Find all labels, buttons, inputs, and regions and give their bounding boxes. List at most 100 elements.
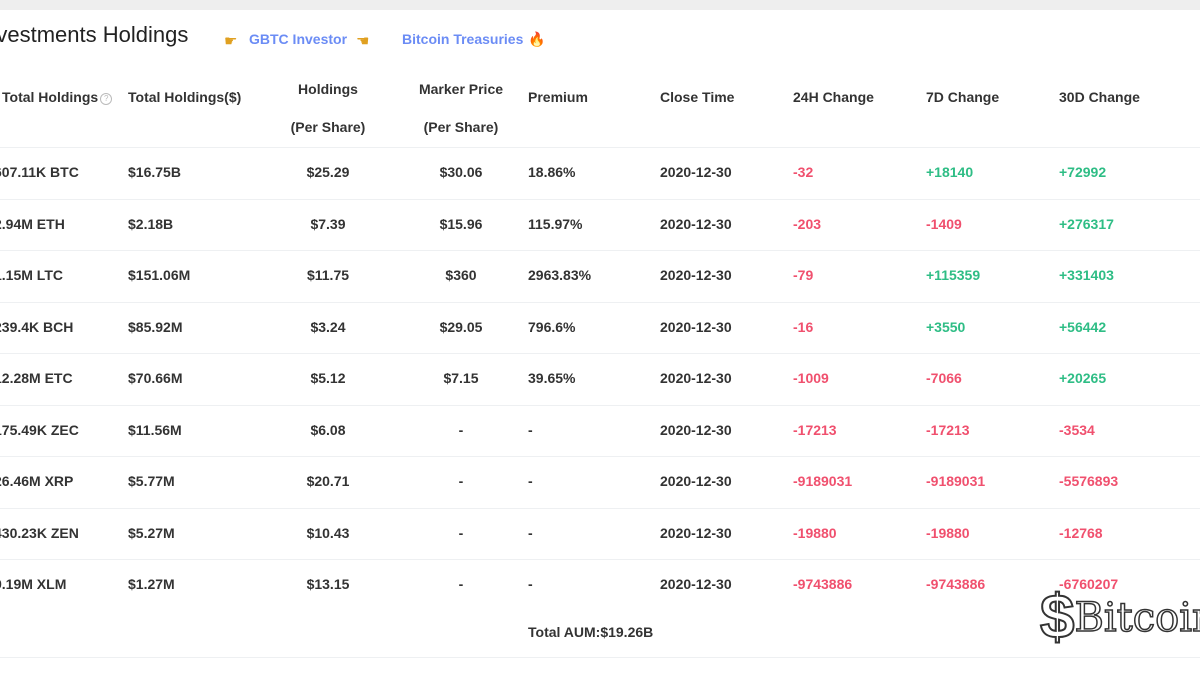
header-total-holdings[interactable]: Total Holdings? <box>2 89 113 105</box>
price-cell: - <box>458 421 464 438</box>
per-share-cell: $10.43 <box>306 524 350 541</box>
usd-cell: $70.66M <box>128 370 183 386</box>
change-30d-cell: -12768 <box>1059 524 1103 541</box>
header-close-time: Close Time <box>660 89 735 105</box>
per-share-cell: $13.15 <box>306 576 350 592</box>
usd-cell: $5.77M <box>128 473 175 489</box>
change-7d-cell: -19880 <box>926 524 970 541</box>
info-icon[interactable]: ? <box>100 93 113 105</box>
usd-cell: $16.75B <box>128 164 181 180</box>
total-aum: Total AUM:$19.26B <box>528 624 654 640</box>
change-30d-cell: +20265 <box>1059 370 1107 386</box>
change-7d-cell: -7066 <box>926 370 962 386</box>
change-7d-cell: -9189031 <box>926 473 986 489</box>
fire-icon: 🔥 <box>528 31 546 47</box>
close-time-cell: 2020-12-30 <box>660 267 732 283</box>
close-time-cell: 2020-12-30 <box>660 318 732 335</box>
header-label: Total Holdings <box>2 89 99 105</box>
change-24h-cell: -79 <box>793 267 814 283</box>
change-30d-cell: +276317 <box>1059 215 1114 232</box>
close-time-cell: 2020-12-30 <box>660 421 732 438</box>
per-share-cell: $6.08 <box>310 421 346 438</box>
change-30d-cell: -6760207 <box>1059 576 1119 592</box>
header-24h-change: 24H Change <box>793 89 874 105</box>
price-cell: $15.96 <box>439 215 483 232</box>
page-title: Investments Holdings <box>0 22 189 47</box>
premium-cell: - <box>528 524 533 541</box>
header-total-holdings-usd: Total Holdings($) <box>128 89 242 105</box>
header-market-price: Marker Price (Per Share) <box>391 70 531 146</box>
change-24h-cell: -19880 <box>793 524 837 541</box>
usd-cell: $5.27M <box>128 524 175 541</box>
header-label: (Per Share) <box>290 119 366 135</box>
close-time-cell: 2020-12-30 <box>660 370 732 386</box>
premium-cell: - <box>528 473 533 489</box>
change-24h-cell: -9743886 <box>793 576 853 592</box>
usd-cell: $11.56M <box>128 421 182 438</box>
holdings-cell: 2.94M ETH <box>0 215 65 232</box>
premium-cell: 796.6% <box>528 318 576 335</box>
premium-cell: 115.97% <box>528 215 583 232</box>
change-7d-cell: +3550 <box>926 318 966 335</box>
price-cell: - <box>458 473 464 489</box>
table-row: 175.49K ZEC $11.56M $6.08 - - 2020-12-30 -1721… <box>0 404 1200 457</box>
change-7d-cell: +115359 <box>926 267 981 283</box>
holdings-cell: 239.4K BCH <box>0 318 74 335</box>
per-share-cell: $7.39 <box>310 215 346 232</box>
premium-cell: - <box>528 576 533 592</box>
close-time-cell: 2020-12-30 <box>660 215 732 232</box>
change-24h-cell: -17213 <box>793 421 837 438</box>
holdings-cell: 1.15M LTC <box>0 267 63 283</box>
price-cell: $360 <box>445 267 477 283</box>
bitcoin-watermark-logo: $Bitcoin <box>1039 583 1200 652</box>
change-30d-cell: -5576893 <box>1059 473 1119 489</box>
table-row: 1.15M LTC $151.06M $11.75 $360 2963.83% 2020-… <box>0 250 1200 302</box>
close-time-cell: 2020-12-30 <box>660 576 732 592</box>
header-label: (Per Share) <box>423 119 499 135</box>
per-share-cell: $11.75 <box>306 267 350 283</box>
per-share-cell: $20.71 <box>306 473 350 489</box>
change-30d-cell: +331403 <box>1059 267 1114 283</box>
per-share-cell: $5.12 <box>310 370 346 386</box>
per-share-cell: $25.29 <box>306 164 350 180</box>
close-time-cell: 2020-12-30 <box>660 524 732 541</box>
table-row: 430.23K ZEN $5.27M $10.43 - - 2020-12-30 -1988… <box>0 507 1200 560</box>
holdings-cell: 9.19M XLM <box>0 576 67 592</box>
change-30d-cell: +72992 <box>1059 164 1107 180</box>
change-24h-cell: -16 <box>793 318 814 335</box>
header-label: Marker Price <box>418 81 504 97</box>
change-7d-cell: -9743886 <box>926 576 986 592</box>
change-24h-cell: -9189031 <box>793 473 853 489</box>
premium-cell: 18.86% <box>528 164 576 180</box>
change-24h-cell: -203 <box>793 215 822 232</box>
price-cell: - <box>458 576 464 592</box>
divider <box>0 657 1200 658</box>
pointing-hand-left-icon: ☚ <box>356 33 370 50</box>
price-cell: $30.06 <box>439 164 483 180</box>
close-time-cell: 2020-12-30 <box>660 473 732 489</box>
table-row: 2.94M ETH $2.18B $7.39 $15.96 115.97% 2020-12… <box>0 198 1200 251</box>
close-time-cell: 2020-12-30 <box>660 164 732 180</box>
change-24h-cell: -1009 <box>793 370 829 386</box>
price-cell: - <box>458 524 464 541</box>
table-row: 26.46M XRP $5.77M $20.71 - - 2020-12-30 -91890… <box>0 456 1200 508</box>
premium-cell: 2963.83% <box>528 267 592 283</box>
price-cell: $29.05 <box>439 318 483 335</box>
holdings-cell: 12.28M ETC <box>0 370 73 386</box>
holdings-cell: 430.23K ZEN <box>0 524 79 541</box>
usd-cell: $1.27M <box>128 576 175 592</box>
table-row: 607.11K BTC $16.75B $25.29 $30.06 18.86% 2020… <box>0 147 1200 199</box>
pointing-hand-right-icon: ☛ <box>224 33 238 50</box>
table-row: 12.28M ETC $70.66M $5.12 $7.15 39.65% 2020-12… <box>0 353 1200 405</box>
bitcoin-treasuries-link[interactable]: Bitcoin Treasuries <box>402 31 524 47</box>
gbtc-investor-link[interactable]: GBTC Investor <box>249 31 348 47</box>
change-24h-cell: -32 <box>793 164 814 180</box>
usd-cell: $85.92M <box>128 318 183 335</box>
change-7d-cell: -1409 <box>926 215 962 232</box>
header-30d-change: 30D Change <box>1059 89 1140 105</box>
table-row: 9.19M XLM $1.27M $13.15 - - 2020-12-30 -974388… <box>0 559 1200 611</box>
premium-cell: 39.65% <box>528 370 576 386</box>
holdings-cell: 607.11K BTC <box>0 164 79 180</box>
header-label: Holdings <box>298 81 358 97</box>
usd-cell: $2.18B <box>128 215 174 232</box>
